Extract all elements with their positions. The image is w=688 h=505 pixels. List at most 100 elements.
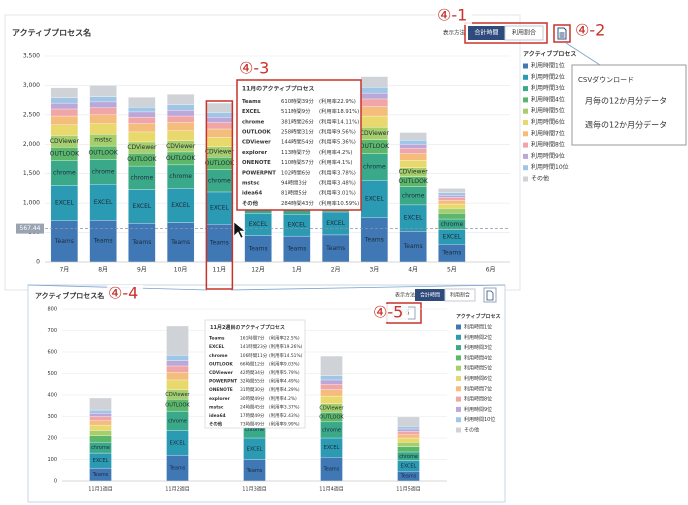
tooltip-cell: chrome [242, 119, 265, 125]
segment-label: Teams [169, 466, 186, 472]
bar-segment [360, 217, 389, 263]
bar-segment [360, 98, 389, 107]
tooltip-cell: 161時間7分 [240, 335, 265, 342]
segment-label: OUTLOOK [166, 155, 196, 162]
segment-label: EXCEL [404, 215, 423, 222]
total-time-label: 合計時間 [474, 29, 498, 37]
bar-segment [360, 115, 389, 128]
segment-label: Teams [92, 472, 109, 478]
segment-label: CDViewer [50, 138, 80, 145]
legend-swatch [523, 120, 528, 125]
tooltip-cell: その他 [242, 199, 259, 207]
bar-segment [50, 160, 79, 186]
bar-segment [89, 114, 117, 124]
tooltip-cell: 113時間7分 [281, 148, 311, 156]
bar-segment [128, 131, 156, 143]
bar-segment [166, 130, 195, 141]
bar-segment [89, 123, 117, 135]
tooltip-cell: 32時間55分 [240, 378, 265, 385]
segment-label: chrome [168, 418, 187, 424]
segment-label: Teams [170, 239, 190, 246]
csv-menu-item[interactable]: 週毎の12か月分データ [585, 120, 667, 130]
segment-label: OUTLOOK [127, 156, 157, 163]
segment-label: CDViewer [127, 144, 157, 151]
csv-menu-item[interactable]: 月毎の12か月分データ [585, 96, 667, 106]
legend-swatch [456, 396, 461, 402]
bar-segment [438, 208, 466, 214]
legend-label: 利用時間1位 [531, 62, 565, 70]
tooltip-cell: Teams [209, 336, 225, 342]
segment-label: CDViewer [165, 392, 190, 398]
legend-label: その他 [531, 175, 549, 183]
tooltip-cell: (利用率4.1%) [319, 158, 352, 166]
total-time-button[interactable] [415, 289, 445, 301]
y-tick-label: 3,000 [23, 82, 40, 89]
bar-segment [438, 192, 466, 196]
bar-segment [205, 102, 234, 113]
tooltip-cell: その他 [209, 421, 223, 428]
bar-segment [360, 153, 389, 181]
annotation: ④-3 [239, 59, 269, 78]
y-tick-label: 200 [47, 436, 57, 442]
bar-segment [399, 153, 427, 161]
legend-swatch [456, 324, 461, 330]
ratio-button[interactable] [504, 25, 544, 41]
segment-label: Teams [364, 236, 384, 243]
y-tick-label: 300 [47, 414, 57, 420]
segment-label: Teams [325, 245, 345, 252]
segment-label: EXCEL [401, 463, 417, 469]
segment-label: CDViewer [319, 405, 344, 411]
tooltip-cell: (利用率3.48%) [319, 179, 356, 187]
y-tick-label: 2,000 [23, 141, 40, 148]
x-tick-label: 11月1週目 [88, 486, 113, 493]
bar-segment [166, 365, 189, 373]
annotation-bg [436, 7, 472, 25]
bar-segment [360, 106, 389, 117]
total-time-button[interactable] [468, 26, 505, 40]
segment-label: EXCEL [171, 202, 190, 209]
legend-swatch [523, 74, 528, 80]
legend-swatch [456, 355, 461, 361]
mouse-cursor [233, 221, 246, 239]
legend-label: 利用時間9位 [464, 406, 492, 413]
bar-segment [50, 220, 79, 263]
bar-segment [89, 424, 112, 431]
legend-label: 利用時間4位 [464, 354, 492, 361]
bar-segment [166, 222, 195, 263]
tooltip-cell: (利用率3.78%) [319, 168, 356, 176]
bar-segment [89, 96, 117, 103]
bar-segment [166, 379, 189, 390]
tooltip-cell: ONENOTE [242, 160, 271, 166]
legend-label: 利用時間7位 [531, 129, 565, 137]
ratio-button[interactable] [444, 288, 476, 302]
tooltip-cell: explorer [209, 396, 231, 402]
tooltip-cell: (利用率18.91%) [319, 107, 359, 115]
bar-segment [205, 128, 234, 138]
segment-label: chrome [399, 454, 418, 460]
bar-segment [321, 234, 350, 263]
bar-segment [438, 197, 466, 201]
bar-segment [89, 435, 112, 443]
bar-segment [89, 159, 117, 185]
bar-segment [128, 117, 156, 124]
panel-title: アクティブプロセス名 [35, 291, 104, 300]
bar-segment [166, 109, 195, 117]
legend-label: 利用時間1位 [464, 324, 492, 331]
tooltip-cell: (利用率9.03%) [269, 360, 300, 367]
x-tick-label: 8月 [98, 267, 108, 274]
bar-segment [50, 102, 79, 110]
segment-label: EXCEL [442, 233, 461, 240]
tooltip-cell: 66時間12分 [240, 360, 265, 367]
tooltip-cell: POWERPNT [242, 170, 276, 176]
x-tick-label: 11月3週目 [242, 486, 267, 493]
tooltip-cell: (利用率3.01%) [319, 189, 356, 197]
legend-label: 利用時間8位 [531, 141, 565, 149]
bar-segment [166, 188, 195, 223]
annotation: ④-2 [575, 21, 605, 40]
legend-swatch [456, 427, 461, 433]
legend-label: 利用時間10位 [531, 163, 569, 171]
segment-label: chrome [131, 174, 154, 181]
segment-label: Teams [400, 474, 417, 480]
tooltip-cell: (利用率10.59%) [319, 199, 359, 207]
tooltip-cell: 106時間11分 [240, 352, 268, 359]
